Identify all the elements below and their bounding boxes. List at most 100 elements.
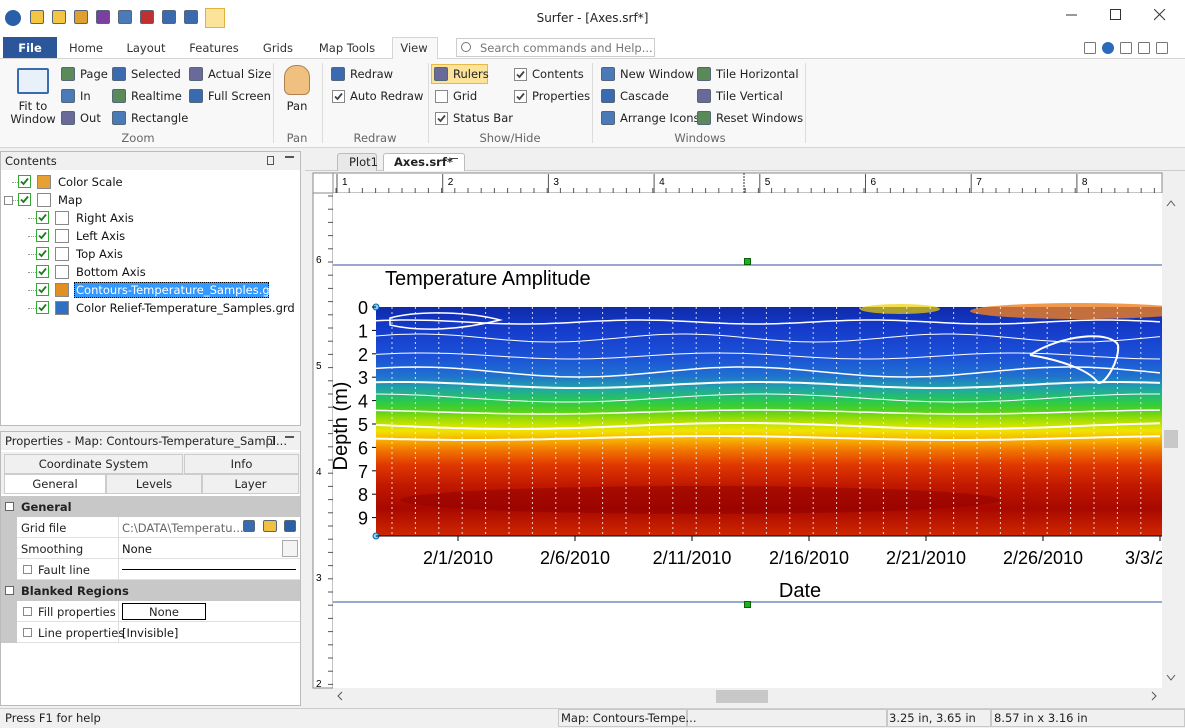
ribbon-button[interactable]: Full Screen [208, 89, 271, 103]
ribbon-button[interactable]: Selected [131, 67, 181, 81]
section-collapse[interactable] [5, 586, 14, 595]
ribbon-button[interactable]: Cascade [620, 89, 669, 103]
tree-item[interactable]: Right Axis [76, 211, 134, 225]
ribbon-button-icon [601, 89, 615, 103]
property-section-name: Blanked Regions [21, 584, 129, 598]
row-expander[interactable] [23, 628, 32, 637]
fill-swatch[interactable] [122, 603, 206, 620]
tree-item[interactable]: Top Axis [76, 247, 123, 261]
property-value[interactable]: C:\DATA\Temperatu... [122, 521, 244, 535]
file-tab[interactable] [3, 37, 57, 58]
ribbon-button[interactable]: Properties [532, 89, 591, 103]
y-tick-label: 0 [358, 298, 368, 318]
properties-tab[interactable] [4, 474, 106, 494]
properties-tab-label[interactable]: Coordinate System [38, 457, 149, 471]
properties-tab[interactable] [4, 454, 183, 474]
ribbon-button[interactable]: Contents [532, 67, 584, 81]
ribbon-button[interactable]: Tile Horizontal [716, 67, 799, 81]
property-value[interactable]: None [122, 542, 153, 556]
ribbon-button[interactable]: Fit to Window [10, 99, 56, 126]
pane-close[interactable] [285, 156, 294, 165]
properties-tab[interactable] [106, 474, 202, 494]
quick-access-select[interactable] [205, 8, 225, 28]
ribbon-button[interactable]: New Window [620, 67, 695, 81]
row-expander[interactable] [23, 607, 32, 616]
ribbon-button[interactable]: Tile Vertical [716, 89, 783, 103]
properties-tab[interactable] [184, 454, 299, 474]
tree-expander[interactable] [4, 196, 13, 205]
ribbon-tab[interactable]: File [18, 41, 42, 55]
ribbon-button[interactable]: Actual Size [208, 67, 272, 81]
tree-checkbox[interactable] [18, 193, 31, 206]
tree-checkbox[interactable] [36, 265, 49, 278]
document-tab-label[interactable]: Plot1 [349, 155, 378, 169]
document-tab[interactable] [383, 153, 465, 171]
tree-checkbox[interactable] [36, 211, 49, 224]
ribbon-button[interactable]: Auto Redraw [350, 89, 424, 103]
ribbon-button[interactable]: Status Bar [453, 111, 513, 125]
tree-checkbox[interactable] [36, 247, 49, 260]
tree-checkbox[interactable] [36, 283, 49, 296]
window-min-button[interactable] [1066, 9, 1078, 21]
ribbon-tab[interactable]: Grids [262, 41, 294, 55]
search-icon [461, 42, 471, 52]
properties-tab-label[interactable]: Info [230, 457, 253, 471]
search-box[interactable] [456, 38, 655, 57]
properties-tab-label[interactable]: Layer [234, 477, 267, 491]
ribbon-button[interactable]: Grid [453, 89, 478, 103]
ribbon-corner-button[interactable] [1102, 42, 1114, 54]
property-value[interactable]: [Invisible] [122, 626, 179, 640]
pane-pin[interactable] [267, 436, 274, 445]
tree-checkbox[interactable] [36, 301, 49, 314]
row-expander[interactable] [23, 565, 32, 574]
ribbon-tab[interactable]: Home [69, 41, 103, 55]
window-max-button[interactable] [1110, 9, 1122, 21]
ribbon-corner-button[interactable] [1138, 42, 1150, 54]
tab-close[interactable] [450, 158, 458, 166]
ribbon-button[interactable]: Page [80, 67, 108, 81]
x-tick-label: 3/3/2010 [1125, 548, 1185, 568]
tree-checkbox[interactable] [18, 175, 31, 188]
page: Temperature Amplitude 0 1 2 3 4 5 6 7 8 9 Depth (m)… [333, 193, 1185, 688]
ribbon-corner-button[interactable] [1084, 42, 1096, 54]
ribbon-button[interactable]: Realtime [131, 89, 182, 103]
status-text: Map: Contours-Tempe... [561, 711, 697, 725]
property-value[interactable]: None [148, 605, 179, 619]
pane-pin[interactable] [267, 156, 274, 165]
ribbon-tab[interactable]: Layout [126, 41, 166, 55]
tree-item[interactable]: Bottom Axis [76, 265, 146, 279]
window-close-button[interactable] [1154, 9, 1166, 21]
properties-tab-label[interactable]: Levels [135, 477, 173, 491]
tree-checkbox[interactable] [36, 229, 49, 242]
properties-tab[interactable] [202, 474, 299, 494]
tree-item[interactable]: Left Axis [76, 229, 126, 243]
tree-item[interactable]: Contours-Temperature_Samples.grd [76, 283, 282, 297]
ribbon-corner-button[interactable] [1156, 42, 1168, 54]
document-tab[interactable] [337, 153, 377, 171]
ribbon-checkbox[interactable] [435, 90, 448, 103]
ribbon-button[interactable]: Redraw [350, 67, 394, 81]
ribbon-checkbox[interactable] [332, 90, 345, 103]
properties-tab-label[interactable]: General [32, 477, 78, 491]
ribbon-tab[interactable]: Features [189, 41, 239, 55]
pane-close[interactable] [285, 436, 294, 445]
tree-item[interactable]: Color Relief-Temperature_Samples.grd [76, 301, 295, 315]
dropdown-button[interactable] [282, 540, 298, 557]
ribbon-button[interactable]: Arrange Icons [620, 111, 700, 125]
ribbon-checkbox[interactable] [514, 68, 527, 81]
ribbon-button[interactable]: Rulers [453, 67, 489, 81]
ribbon-button[interactable]: Out [80, 111, 101, 125]
ribbon-checkbox[interactable] [435, 112, 448, 125]
tree-item[interactable]: Color Scale [58, 175, 123, 189]
ribbon-button[interactable]: Reset Windows [716, 111, 804, 125]
document-tab-label[interactable]: Axes.srf* [394, 155, 453, 169]
tree-item[interactable]: Map [58, 193, 83, 207]
ribbon-tab[interactable]: Map Tools [318, 41, 376, 55]
ribbon-button[interactable]: Pan [286, 99, 308, 113]
ribbon-checkbox[interactable] [514, 90, 527, 103]
section-collapse[interactable] [5, 502, 14, 511]
ribbon-corner-button[interactable] [1120, 42, 1132, 54]
ribbon-button[interactable]: Rectangle [131, 111, 189, 125]
ribbon-tab[interactable]: View [400, 41, 428, 55]
ribbon-button[interactable]: In [80, 89, 91, 103]
